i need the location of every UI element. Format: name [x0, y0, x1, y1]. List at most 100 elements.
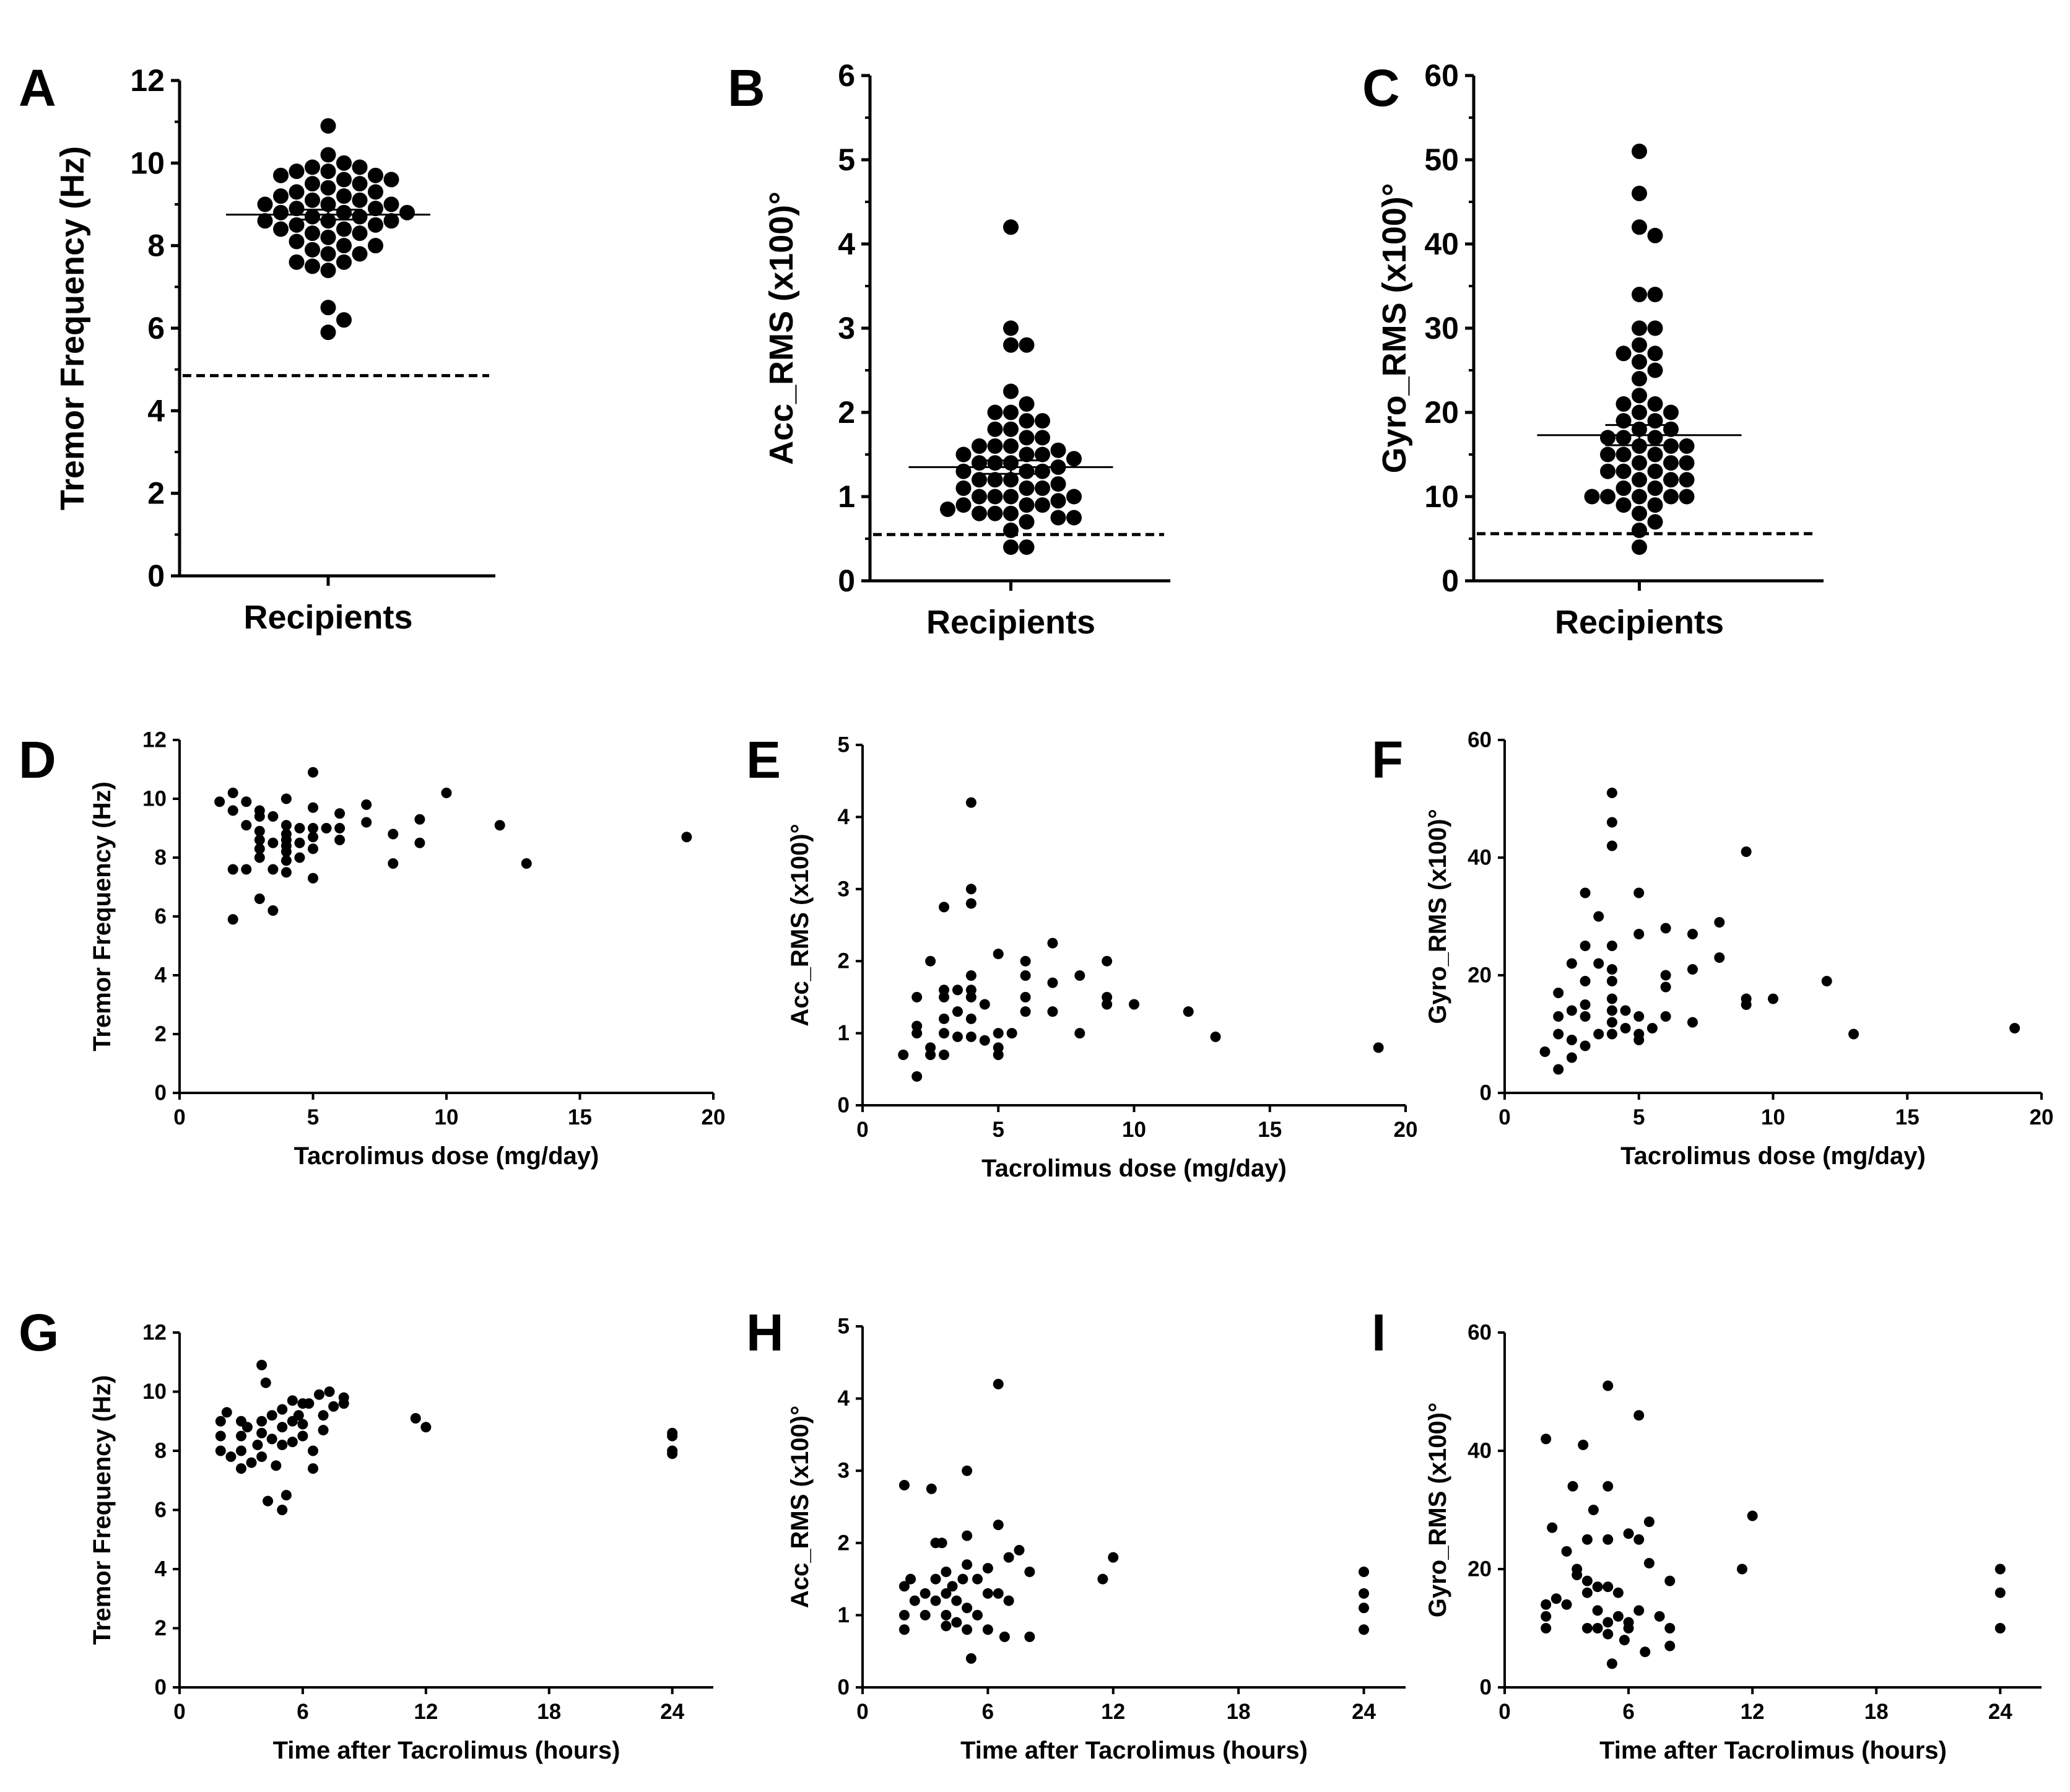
data-point	[235, 1445, 246, 1456]
x-axis-label: Time after Tacrolimus (hours)	[273, 1737, 620, 1764]
data-point	[941, 1620, 952, 1632]
data-point	[1632, 505, 1647, 521]
data-point	[1603, 1481, 1614, 1492]
data-point	[1606, 1005, 1617, 1016]
data-point	[2009, 1023, 2020, 1033]
data-point	[246, 1457, 257, 1468]
data-point	[962, 1530, 973, 1541]
data-point	[271, 1460, 282, 1471]
data-point	[361, 799, 372, 810]
data-point	[1616, 497, 1632, 513]
data-point	[952, 985, 963, 996]
data-point	[962, 1465, 973, 1476]
data-point	[1050, 476, 1066, 492]
data-point	[999, 1631, 1010, 1642]
data-point	[1714, 952, 1725, 963]
data-point	[939, 1028, 950, 1039]
data-point	[667, 1430, 678, 1442]
data-point	[257, 213, 273, 229]
x-tick-label: 18	[1864, 1700, 1889, 1724]
data-point	[1019, 396, 1035, 412]
data-point	[273, 188, 289, 204]
x-tick-label: 12	[414, 1700, 438, 1724]
data-point	[1066, 489, 1082, 505]
data-point	[1600, 489, 1616, 505]
data-point	[297, 1419, 308, 1430]
data-point	[911, 1028, 923, 1039]
data-point	[1606, 788, 1617, 798]
data-point	[320, 196, 336, 212]
data-point	[939, 1050, 950, 1061]
data-point	[241, 820, 252, 831]
data-point	[1660, 981, 1671, 993]
data-point	[1612, 1611, 1624, 1622]
data-point	[1581, 1587, 1593, 1598]
data-point	[987, 455, 1003, 471]
data-point	[1620, 1023, 1631, 1033]
data-point	[1633, 887, 1645, 898]
data-point	[1047, 937, 1058, 949]
data-point	[993, 1378, 1004, 1390]
data-point	[1003, 1595, 1014, 1606]
data-point	[1003, 472, 1019, 488]
data-point	[987, 489, 1003, 505]
x-tick-label: 0	[173, 1700, 185, 1724]
data-point	[936, 1538, 947, 1549]
data-point	[280, 820, 292, 831]
data-point	[939, 902, 950, 913]
data-point	[1633, 1605, 1645, 1616]
y-tick-label: 40	[1424, 227, 1459, 261]
data-point	[951, 1617, 962, 1628]
data-point	[979, 999, 990, 1010]
data-point	[352, 209, 368, 225]
data-point	[962, 1603, 973, 1614]
data-point	[267, 905, 279, 916]
data-point	[1019, 480, 1035, 496]
data-point	[993, 949, 1004, 960]
data-point	[1620, 1005, 1631, 1016]
data-point	[334, 823, 346, 833]
data-point	[1633, 1410, 1645, 1421]
y-tick-label: 4	[838, 805, 850, 829]
data-point	[273, 167, 289, 183]
y-tick-label: 6	[147, 311, 165, 346]
data-point	[1020, 955, 1031, 967]
data-point	[1006, 1028, 1017, 1039]
data-point	[1647, 346, 1663, 362]
data-point	[1647, 480, 1663, 496]
data-point	[305, 192, 320, 208]
y-tick-label: 1	[838, 1603, 850, 1627]
y-tick-label: 2	[155, 1022, 167, 1046]
data-point	[987, 404, 1003, 420]
data-point	[266, 1410, 277, 1421]
data-point	[321, 823, 332, 833]
data-point	[308, 823, 318, 833]
data-point	[972, 505, 987, 521]
data-point	[1019, 497, 1035, 513]
y-tick-label: 5	[838, 1315, 850, 1339]
data-point	[294, 852, 305, 863]
y-tick-label: 20	[1468, 1557, 1492, 1581]
data-point	[972, 472, 987, 488]
data-point	[1747, 1510, 1758, 1521]
data-point	[215, 1430, 226, 1442]
data-point	[1619, 1635, 1630, 1646]
y-tick-label: 5	[838, 733, 850, 757]
x-axis-label: Recipients	[1555, 604, 1724, 641]
data-point	[420, 1422, 432, 1433]
data-point	[1647, 362, 1663, 378]
data-point	[263, 1495, 274, 1507]
data-point	[1566, 1052, 1577, 1063]
data-point	[338, 1398, 349, 1409]
data-point	[1019, 430, 1035, 446]
data-point	[280, 793, 292, 804]
y-tick-label: 1	[838, 1021, 850, 1045]
data-point	[1003, 421, 1019, 437]
data-point	[1679, 438, 1695, 454]
data-point	[1050, 442, 1066, 458]
data-point	[1580, 976, 1591, 986]
data-point	[979, 1035, 990, 1046]
panel-letter: E	[746, 731, 781, 789]
data-point	[257, 196, 273, 212]
y-tick-label: 6	[155, 905, 167, 929]
